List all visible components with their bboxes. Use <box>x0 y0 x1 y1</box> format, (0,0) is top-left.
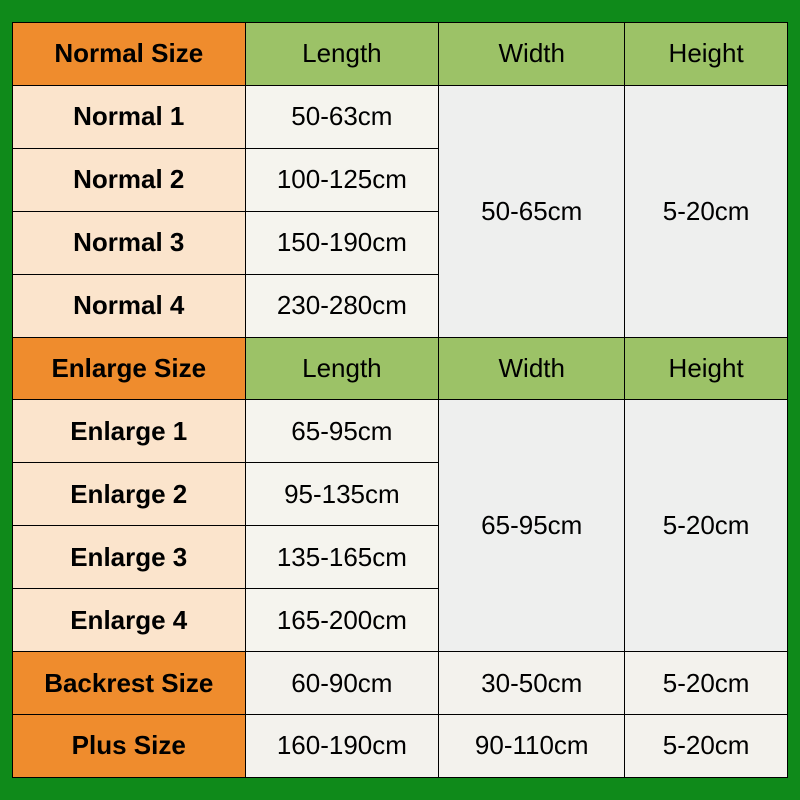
cell-width-merged: 50-65cm <box>439 85 625 337</box>
cell-length: 95-135cm <box>245 463 439 526</box>
cell-length: 50-63cm <box>245 85 439 148</box>
cell-length: 150-190cm <box>245 211 439 274</box>
header-height: Height <box>625 337 788 400</box>
cell-height: 5-20cm <box>625 652 788 715</box>
row-label: Normal 3 <box>13 211 246 274</box>
row-label: Enlarge 4 <box>13 589 246 652</box>
table-row: Plus Size 160-190cm 90-110cm 5-20cm <box>13 714 788 777</box>
table-row: Backrest Size 60-90cm 30-50cm 5-20cm <box>13 652 788 715</box>
cell-width: 90-110cm <box>439 714 625 777</box>
header-width: Width <box>439 337 625 400</box>
table-row: Normal 1 50-63cm 50-65cm 5-20cm <box>13 85 788 148</box>
header-height: Height <box>625 23 788 86</box>
cell-length: 135-165cm <box>245 526 439 589</box>
section-header-row: Normal Size Length Width Height <box>13 23 788 86</box>
cell-height: 5-20cm <box>625 714 788 777</box>
cell-height-merged: 5-20cm <box>625 85 788 337</box>
size-chart-table: Normal Size Length Width Height Normal 1… <box>12 22 788 778</box>
row-label: Plus Size <box>13 714 246 777</box>
header-size: Normal Size <box>13 23 246 86</box>
cell-length: 160-190cm <box>245 714 439 777</box>
cell-height-merged: 5-20cm <box>625 400 788 652</box>
header-length: Length <box>245 23 439 86</box>
cell-width: 30-50cm <box>439 652 625 715</box>
cell-length: 65-95cm <box>245 400 439 463</box>
cell-width-merged: 65-95cm <box>439 400 625 652</box>
row-label: Enlarge 2 <box>13 463 246 526</box>
row-label: Enlarge 3 <box>13 526 246 589</box>
header-width: Width <box>439 23 625 86</box>
row-label: Backrest Size <box>13 652 246 715</box>
inner-panel: Normal Size Length Width Height Normal 1… <box>12 22 788 778</box>
row-label: Normal 2 <box>13 148 246 211</box>
cell-length: 230-280cm <box>245 274 439 337</box>
section-header-row: Enlarge Size Length Width Height <box>13 337 788 400</box>
header-size: Enlarge Size <box>13 337 246 400</box>
outer-frame: Normal Size Length Width Height Normal 1… <box>0 0 800 800</box>
header-length: Length <box>245 337 439 400</box>
cell-length: 60-90cm <box>245 652 439 715</box>
cell-length: 165-200cm <box>245 589 439 652</box>
table-row: Enlarge 1 65-95cm 65-95cm 5-20cm <box>13 400 788 463</box>
cell-length: 100-125cm <box>245 148 439 211</box>
row-label: Normal 4 <box>13 274 246 337</box>
row-label: Enlarge 1 <box>13 400 246 463</box>
row-label: Normal 1 <box>13 85 246 148</box>
